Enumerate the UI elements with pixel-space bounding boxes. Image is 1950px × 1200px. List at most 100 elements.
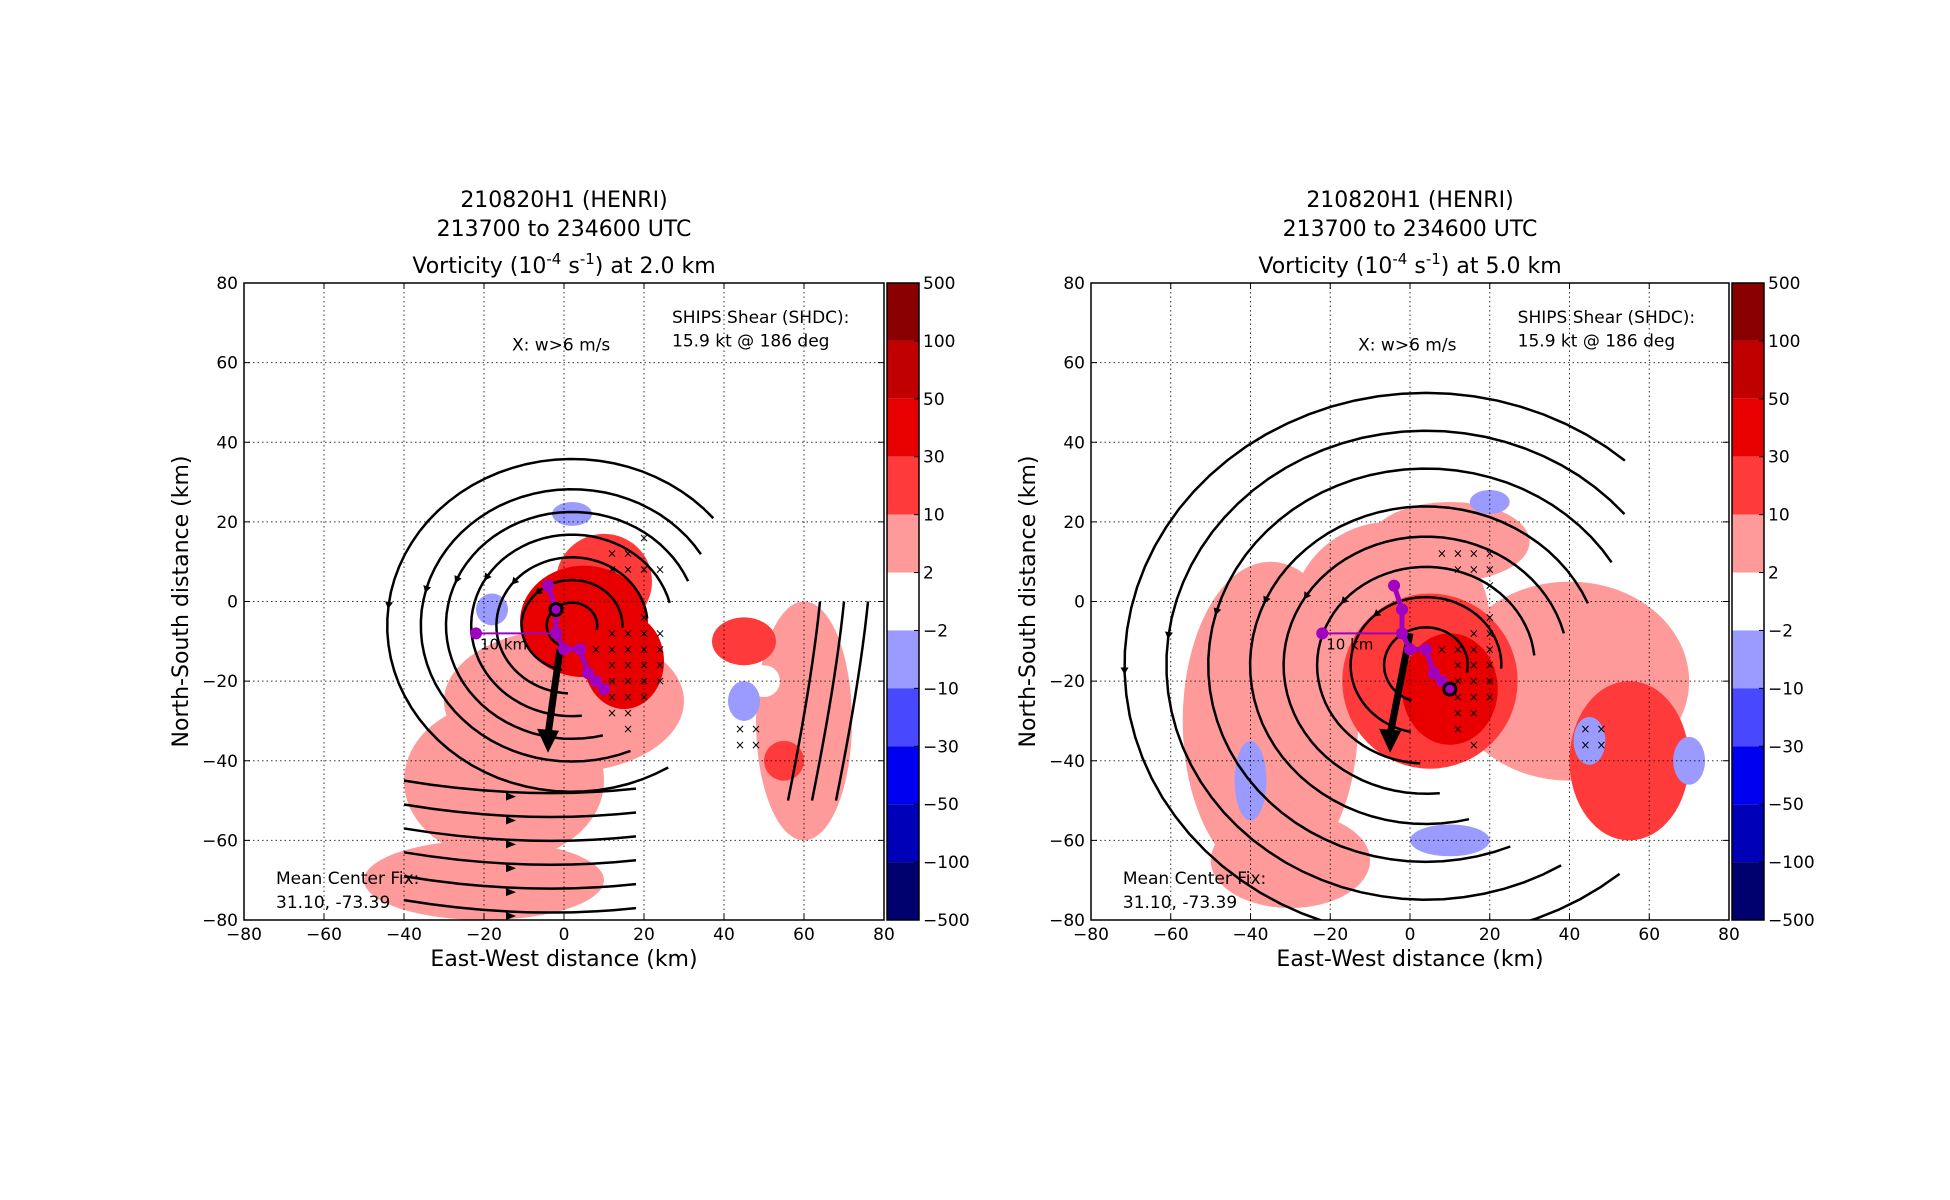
colorbar-segment: [887, 746, 919, 805]
vorticity-region: [1569, 681, 1690, 841]
streamline-arrow: [534, 586, 543, 595]
x-tick-label: −80: [226, 925, 262, 945]
colorbar-label: −30: [923, 737, 959, 757]
streamline-arrow: [454, 575, 462, 584]
updraft-marker: ×: [1596, 722, 1606, 736]
updraft-marker: ×: [607, 658, 617, 672]
center-fix-point: [1388, 579, 1401, 592]
updraft-marker: ×: [655, 642, 665, 656]
center-fix-point: [574, 643, 586, 656]
center-fix-point: [1396, 603, 1409, 616]
y-tick-label: −40: [202, 752, 238, 772]
updraft-marker: ×: [623, 722, 633, 736]
streamline: [834, 601, 870, 801]
title-exponent: -4: [1392, 250, 1407, 268]
updraft-marker: ×: [623, 706, 633, 720]
vorticity-region: [1573, 716, 1606, 765]
vorticity-region: [1673, 736, 1706, 785]
y-tick-label: 80: [1063, 274, 1085, 294]
updraft-marker: ×: [1469, 690, 1479, 704]
center-fix-point: [542, 579, 554, 592]
shear-label-line1: SHIPS Shear (SHDC):: [1518, 308, 1695, 328]
streamline: [1123, 391, 1626, 920]
colorbar-label: −2: [1768, 621, 1793, 641]
updraft-marker: ×: [655, 674, 665, 688]
title-line1: 210820H1 (HENRI): [1306, 188, 1513, 213]
center-fix-label: Mean Center Fix:: [276, 869, 419, 889]
updraft-legend: X: w>6 m/s: [512, 336, 610, 356]
center-fix-point: [1404, 643, 1416, 656]
updraft-marker: ×: [1469, 706, 1479, 720]
streamline-arrow: [1340, 596, 1349, 604]
updraft-marker: ×: [1469, 674, 1479, 688]
panel-2km: 210820H1 (HENRI) 213700 to 234600 UTC Vort…: [169, 188, 970, 972]
updraft-marker: ×: [639, 690, 649, 704]
x-axis-label: East-West distance (km): [1276, 947, 1543, 972]
colorbar-segment: [887, 340, 919, 399]
updraft-marker: ×: [735, 738, 745, 752]
colorbar-segment: [887, 572, 919, 631]
x-tick-label: −40: [1233, 925, 1269, 945]
x-tick-label: 40: [1559, 925, 1581, 945]
updraft-marker: ×: [655, 658, 665, 672]
streamline: [1165, 429, 1626, 901]
y-tick-label: 0: [227, 593, 238, 613]
updraft-marker: ×: [1485, 626, 1495, 640]
updraft-marker: ×: [1469, 626, 1479, 640]
colorbar-segment: [887, 688, 919, 747]
panel-5km: 210820H1 (HENRI) 213700 to 234600 UTC Vort…: [1016, 188, 1815, 972]
center-fix-point: [1396, 627, 1409, 640]
x-tick-label: 80: [1718, 925, 1740, 945]
y-tick-label: 20: [1063, 513, 1085, 533]
title-text: Vorticity (10: [1258, 254, 1392, 279]
updraft-marker: ×: [735, 722, 745, 736]
streamline: [403, 779, 637, 795]
y-axis-label: North-South distance (km): [1016, 456, 1041, 748]
updraft-marker: ×: [639, 531, 649, 545]
colorbar-label: 2: [1768, 564, 1779, 584]
colorbar-label: 10: [923, 506, 945, 526]
colorbar-label: 10: [1768, 506, 1790, 526]
updraft-marker: ×: [591, 642, 601, 656]
shear-label-line2: 15.9 kt @ 186 deg: [1518, 332, 1675, 352]
title-line3: Vorticity (10-4 s-1) at 5.0 km: [1258, 250, 1561, 279]
updraft-marker: ×: [1453, 658, 1463, 672]
streamline: [403, 803, 637, 819]
streamline-arrow: [506, 816, 516, 825]
center-fix-point: [582, 667, 594, 680]
updraft-marker: ×: [639, 674, 649, 688]
center-fix-point: [470, 627, 482, 640]
streamline: [444, 510, 690, 741]
x-axis-label: East-West distance (km): [430, 947, 697, 972]
colorbar-segment: [887, 456, 919, 515]
title-text: Vorticity (10: [412, 254, 546, 279]
colorbar-label: 500: [1768, 274, 1800, 294]
colorbar-label: −50: [1768, 795, 1804, 815]
colorbar-label: −10: [1768, 679, 1804, 699]
streamline-arrow: [506, 840, 516, 849]
center-fix-point: [1443, 683, 1456, 696]
center-fix-point: [598, 683, 610, 696]
colorbar-segment: [887, 630, 919, 689]
streamline-arrow: [1373, 609, 1382, 617]
updraft-marker: ×: [1485, 547, 1495, 561]
x-tick-label: −80: [1073, 925, 1109, 945]
x-tick-label: 0: [559, 925, 570, 945]
updraft-marker: ×: [1469, 563, 1479, 577]
streamline: [403, 874, 637, 890]
x-tick-label: 60: [1638, 925, 1660, 945]
streamline-arrow: [1165, 631, 1173, 640]
streamline: [1248, 505, 1590, 826]
colorbar-segment: [1732, 340, 1764, 399]
updraft-marker: ×: [1485, 579, 1495, 593]
colorbar-label: 30: [923, 448, 945, 468]
x-tick-label: 0: [1405, 925, 1416, 945]
colorbar-label: 50: [1768, 390, 1790, 410]
colorbar-segment: [1732, 572, 1764, 631]
updraft-marker: ×: [1580, 738, 1590, 752]
shear-vector-head: [537, 728, 559, 753]
updraft-marker: ×: [607, 642, 617, 656]
updraft-marker: ×: [1469, 738, 1479, 752]
y-tick-label: 60: [1063, 354, 1085, 374]
updraft-marker: ×: [1453, 722, 1463, 736]
